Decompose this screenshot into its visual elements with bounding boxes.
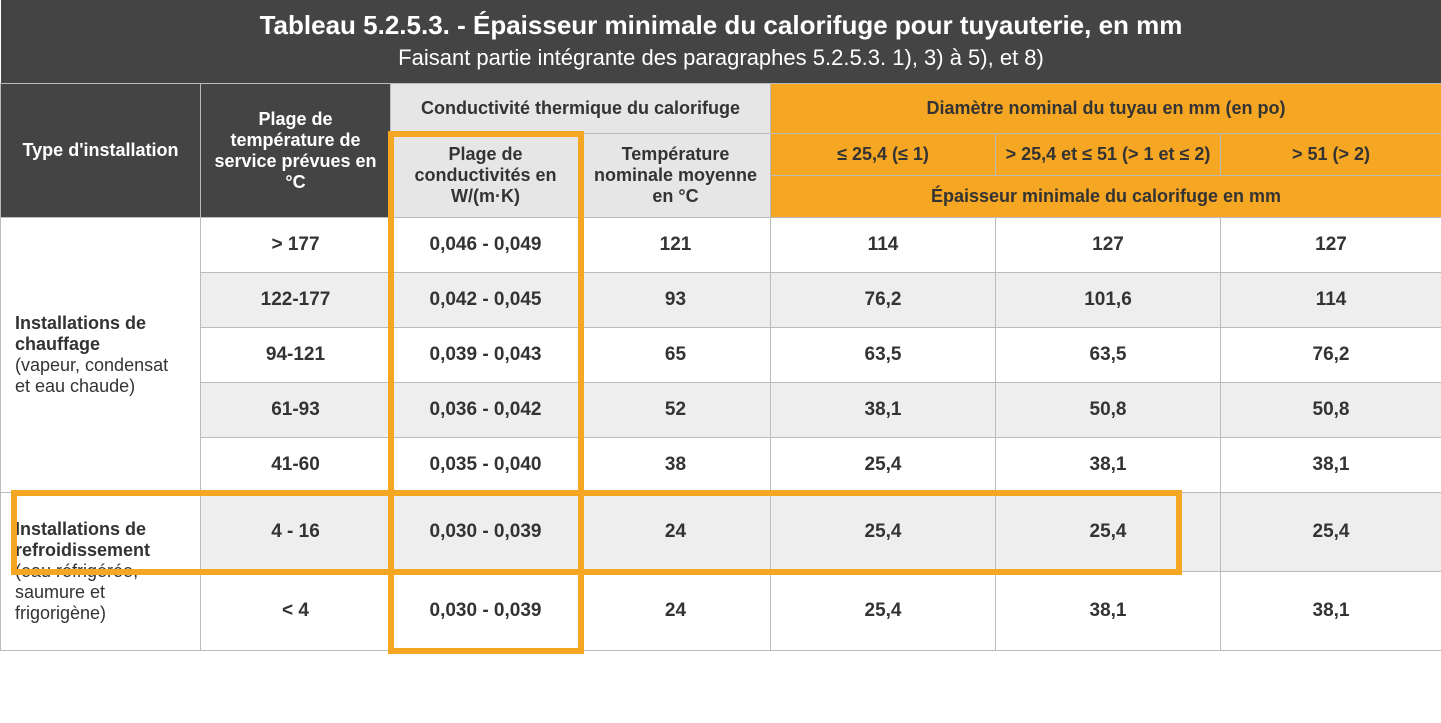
cell-r5-d3: 25,4 [1221,493,1441,572]
table-title: Tableau 5.2.5.3. - Épaisseur minimale du… [1,0,1441,43]
cell-r0-d2: 127 [996,218,1221,273]
insulation-table: Tableau 5.2.5.3. - Épaisseur minimale du… [0,0,1441,651]
table-subtitle: Faisant partie intégrante des paragraphe… [1,43,1441,84]
cell-r2-d2: 63,5 [996,328,1221,383]
hdr-cond-range: Plage de conductivités en W/(m·K) [391,134,581,218]
cell-r6-d3: 38,1 [1221,572,1441,651]
hdr-thickness-group: Épaisseur minimale du calorifuge en mm [771,176,1441,218]
cell-r4-d3: 38,1 [1221,438,1441,493]
cell-r3-nom: 52 [581,383,771,438]
cell-r2-cond: 0,039 - 0,043 [391,328,581,383]
cell-r3-temp: 61-93 [201,383,391,438]
cell-r6-d1: 25,4 [771,572,996,651]
group-a-bold: Installations de chauffage [15,313,186,355]
data-row-3: 61-93 0,036 - 0,042 52 38,1 50,8 50,8 [1,383,1441,438]
cell-r1-d3: 114 [1221,273,1441,328]
cell-r1-nom: 93 [581,273,771,328]
cell-r1-d1: 76,2 [771,273,996,328]
hdr-diam-2: > 25,4 et ≤ 51 (> 1 et ≤ 2) [996,134,1221,176]
group-b-bold: Installations de refroidissement [15,519,186,561]
cell-r0-cond: 0,046 - 0,049 [391,218,581,273]
cell-r4-cond: 0,035 - 0,040 [391,438,581,493]
cell-r1-d2: 101,6 [996,273,1221,328]
cell-r2-d3: 76,2 [1221,328,1441,383]
subtitle-row: Faisant partie intégrante des paragraphe… [1,43,1441,84]
group-a-label: Installations de chauffage (vapeur, cond… [1,218,201,493]
cell-r5-d1: 25,4 [771,493,996,572]
table-wrap: Tableau 5.2.5.3. - Épaisseur minimale du… [0,0,1441,651]
cell-r1-temp: 122-177 [201,273,391,328]
cell-r0-nom: 121 [581,218,771,273]
hdr-diam-3: > 51 (> 2) [1221,134,1441,176]
cell-r4-d1: 25,4 [771,438,996,493]
cell-r3-d1: 38,1 [771,383,996,438]
hdr-nom-temp: Température nominale moyenne en °C [581,134,771,218]
cell-r6-temp: < 4 [201,572,391,651]
header-row-1: Type d'installation Plage de température… [1,84,1441,134]
cell-r5-nom: 24 [581,493,771,572]
cell-r2-nom: 65 [581,328,771,383]
cell-r0-temp: > 177 [201,218,391,273]
hdr-diam-1: ≤ 25,4 (≤ 1) [771,134,996,176]
cell-r5-d2: 25,4 [996,493,1221,572]
cell-r6-d2: 38,1 [996,572,1221,651]
data-row-1: 122-177 0,042 - 0,045 93 76,2 101,6 114 [1,273,1441,328]
group-b-label: Installations de refroidissement (eau ré… [1,493,201,651]
cell-r0-d3: 127 [1221,218,1441,273]
cell-r1-cond: 0,042 - 0,045 [391,273,581,328]
group-b-paren: (eau réfrigérée, saumure et frigorigène) [15,561,186,624]
title-row: Tableau 5.2.5.3. - Épaisseur minimale du… [1,0,1441,43]
cell-r5-temp: 4 - 16 [201,493,391,572]
hdr-temp-range: Plage de température de service prévues … [201,84,391,218]
hdr-type: Type d'installation [1,84,201,218]
cell-r2-temp: 94-121 [201,328,391,383]
cell-r3-d3: 50,8 [1221,383,1441,438]
data-row-2: 94-121 0,039 - 0,043 65 63,5 63,5 76,2 [1,328,1441,383]
data-row-4: 41-60 0,035 - 0,040 38 25,4 38,1 38,1 [1,438,1441,493]
cell-r0-d1: 114 [771,218,996,273]
cell-r6-nom: 24 [581,572,771,651]
cell-r2-d1: 63,5 [771,328,996,383]
cell-r6-cond: 0,030 - 0,039 [391,572,581,651]
group-a-paren: (vapeur, condensat et eau chaude) [15,355,186,397]
cell-r4-d2: 38,1 [996,438,1221,493]
cell-r5-cond: 0,030 - 0,039 [391,493,581,572]
hdr-diam-group: Diamètre nominal du tuyau en mm (en po) [771,84,1441,134]
cell-r3-d2: 50,8 [996,383,1221,438]
data-row-6: < 4 0,030 - 0,039 24 25,4 38,1 38,1 [1,572,1441,651]
data-row-5: Installations de refroidissement (eau ré… [1,493,1441,572]
cell-r4-temp: 41-60 [201,438,391,493]
hdr-cond-group: Conductivité thermique du calorifuge [391,84,771,134]
data-row-0: Installations de chauffage (vapeur, cond… [1,218,1441,273]
cell-r4-nom: 38 [581,438,771,493]
cell-r3-cond: 0,036 - 0,042 [391,383,581,438]
